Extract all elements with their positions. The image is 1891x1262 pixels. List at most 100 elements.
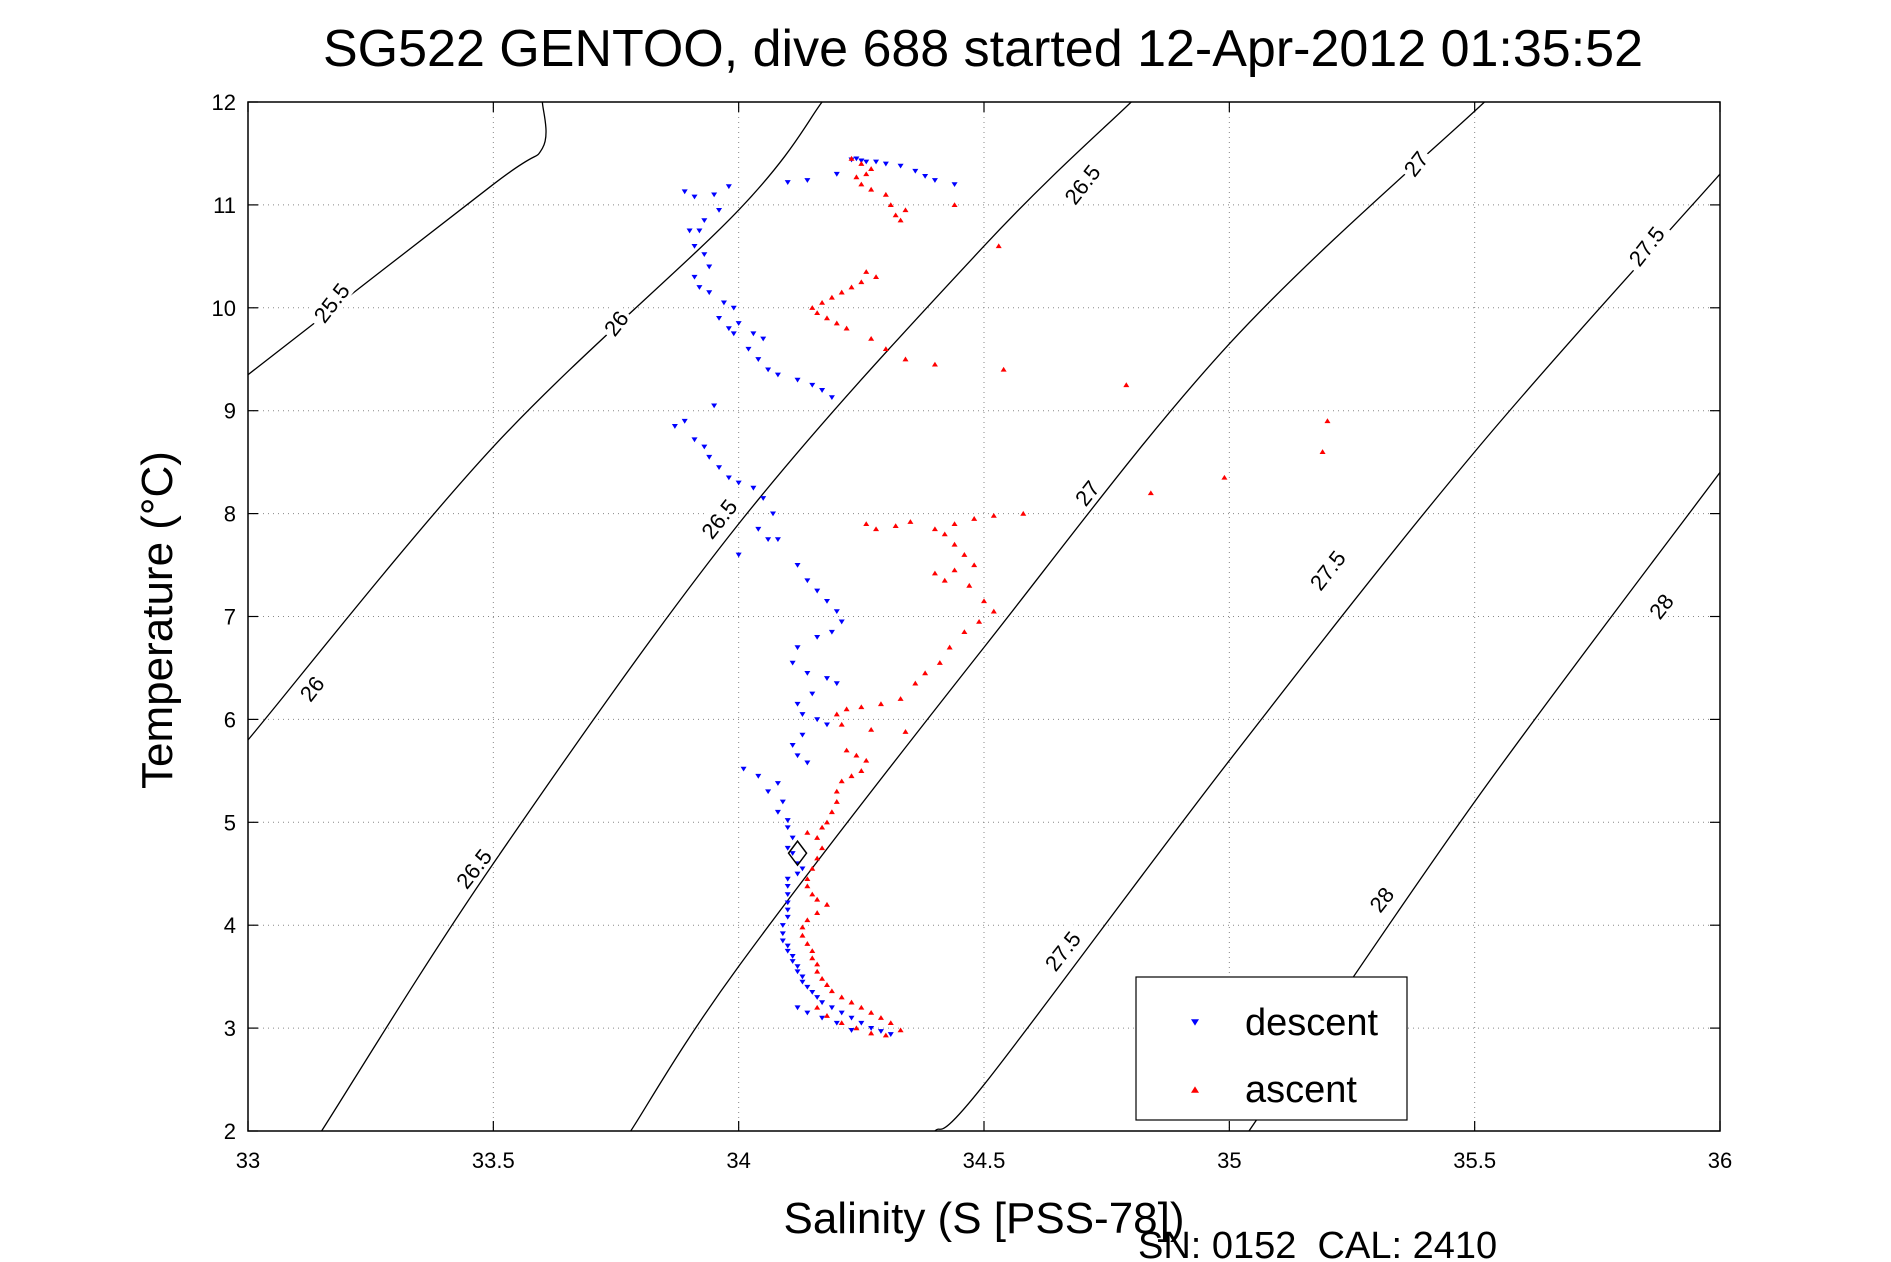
descent-point (711, 403, 718, 409)
svg-text:26: 26 (599, 306, 634, 341)
descent-point (794, 1005, 801, 1011)
ascent-point (833, 788, 840, 794)
series-descent (671, 156, 958, 1037)
descent-point (838, 1010, 845, 1016)
descent-point (789, 835, 796, 841)
ascent-point (1147, 490, 1154, 496)
ascent-point (853, 174, 860, 180)
contour-label: 27.5 (1035, 921, 1088, 979)
footer-serial-calibration: SN: 0152 CAL: 2410 (1138, 1225, 1497, 1262)
descent-point (696, 228, 703, 234)
ascent-point (941, 531, 948, 537)
ascent-point (931, 361, 938, 367)
descent-point (814, 717, 821, 723)
ascent-point (828, 809, 835, 815)
ascent-point (863, 521, 870, 526)
descent-point (799, 979, 806, 985)
ascent-point (946, 644, 953, 650)
y-tick-label: 9 (224, 399, 236, 424)
x-axis-ticks: 33 33.5 34 34.5 35 35.5 36 (236, 102, 1732, 1173)
descent-point (804, 670, 811, 676)
descent-point (873, 159, 880, 165)
descent-point (784, 943, 791, 949)
contour-label: 26.5 (692, 489, 745, 547)
contour-label: 26 (292, 668, 330, 708)
descent-point (740, 766, 747, 772)
ascent-point (971, 516, 978, 521)
ascent-point (873, 274, 880, 280)
ascent-point (848, 999, 855, 1005)
descent-point (804, 178, 811, 183)
ascent-point (809, 948, 816, 954)
ascent-point (995, 243, 1002, 249)
legend: descent ascent (1135, 976, 1408, 1121)
descent-point (804, 760, 811, 766)
descent-point (887, 1032, 894, 1037)
descent-point (716, 207, 723, 213)
ascent-point (868, 726, 875, 732)
ascent-point (863, 171, 870, 177)
x-tick-label: 33 (236, 1148, 260, 1173)
descent-point (691, 437, 698, 443)
ascent-point (838, 1020, 845, 1026)
contour-sigma-27.5 (934, 173, 1720, 1131)
ascent-point (804, 883, 811, 889)
descent-point (863, 159, 870, 165)
ascent-point (873, 526, 880, 532)
contour-label: 27 (1067, 473, 1105, 512)
descent-point (858, 158, 865, 164)
ascent-point (833, 320, 840, 326)
legend-marker-ascent (1191, 1086, 1199, 1093)
ascent-point (981, 598, 987, 604)
ascent-point (936, 660, 943, 665)
ascent-point (882, 191, 889, 197)
grid-lines (248, 102, 1720, 1131)
series-ascent (799, 155, 1331, 1038)
ascent-point (823, 1013, 830, 1018)
ascent-point (892, 212, 899, 218)
descent-point (789, 743, 796, 748)
y-axis-ticks: 2 3 4 5 6 7 8 9 10 11 12 (212, 90, 1720, 1144)
ascent-point (868, 1009, 875, 1015)
descent-point (774, 781, 781, 786)
descent-point (819, 1000, 826, 1006)
ascent-point (809, 305, 816, 310)
ascent-point (858, 181, 865, 187)
ascent-point (931, 526, 938, 532)
descent-point (730, 331, 737, 337)
dive-start-marker (787, 839, 808, 867)
ascent-point (863, 757, 870, 763)
descent-point (828, 629, 835, 635)
ascent-point (848, 155, 855, 161)
descent-point (696, 285, 703, 290)
legend-marker-descent (1191, 1019, 1199, 1026)
descent-point (701, 444, 708, 450)
descent-point (701, 218, 708, 224)
ascent-point (892, 523, 899, 529)
ascent-point (966, 582, 973, 588)
ascent-point (897, 696, 904, 701)
descent-point (755, 357, 762, 362)
data-series (671, 155, 1331, 1038)
descent-point (760, 496, 767, 501)
descent-point (828, 1005, 835, 1011)
descent-point (794, 377, 801, 383)
descent-point (750, 485, 757, 491)
svg-text:28: 28 (1644, 589, 1679, 624)
descent-point (823, 722, 830, 728)
descent-point (765, 789, 772, 795)
ascent-point (848, 284, 855, 290)
ascent-point (877, 1015, 884, 1020)
ascent-point (804, 829, 811, 835)
ascent-point (843, 325, 850, 331)
ascent-point (868, 166, 875, 171)
descent-point (853, 156, 860, 162)
ascent-point (828, 294, 835, 300)
ascent-point (848, 773, 855, 779)
descent-point (770, 511, 777, 517)
ascent-point (853, 752, 860, 758)
ascent-point (931, 570, 938, 576)
ascent-point (887, 1020, 894, 1026)
y-tick-label: 6 (224, 707, 236, 732)
